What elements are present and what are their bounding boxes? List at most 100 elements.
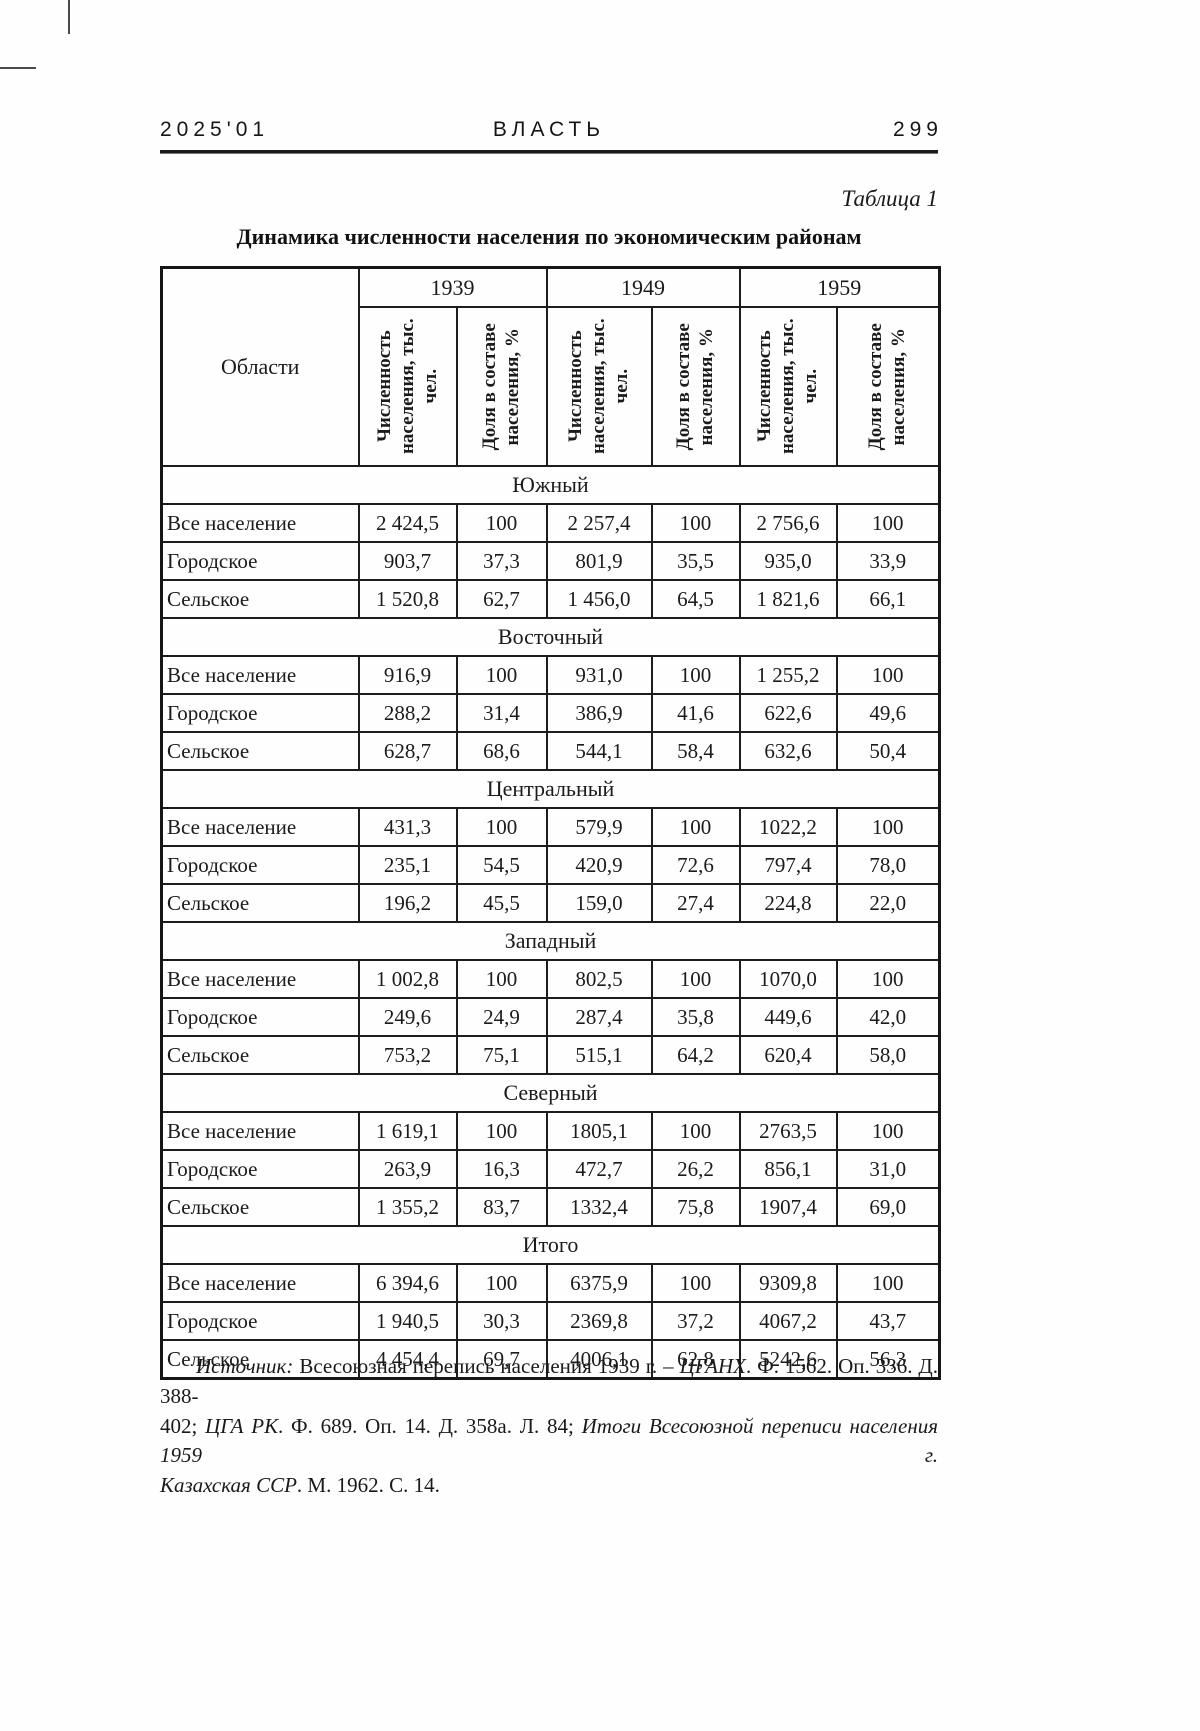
source-segment-italic: ЦГАНХ bbox=[679, 1354, 746, 1378]
cell-value: 75,1 bbox=[455, 1035, 548, 1075]
section-row: Итого bbox=[160, 1225, 941, 1265]
source-segment: . М. 1962. С. 14. bbox=[296, 1473, 440, 1498]
cell-value: 100 bbox=[650, 655, 741, 695]
subheader-population-1939: Численность населения, тыс. чел. bbox=[357, 306, 458, 467]
source-note-line: Казахская ССР. М. 1962. С. 14. bbox=[160, 1471, 938, 1501]
journal-title: ВЛАСТЬ bbox=[492, 118, 606, 141]
cell-value: 802,5 bbox=[545, 959, 653, 999]
source-segment: . Ф. 1562. Оп. 336. Д. 388- bbox=[160, 1354, 938, 1408]
cell-value: 903,7 bbox=[357, 541, 458, 581]
cell-value: 33,9 bbox=[835, 541, 941, 581]
cell-value: 66,1 bbox=[835, 579, 941, 619]
cell-value: 2 257,4 bbox=[545, 503, 653, 543]
table-caption: Таблица 1 bbox=[841, 186, 938, 211]
row-label: Сельское bbox=[160, 731, 360, 771]
cell-value: 100 bbox=[650, 503, 741, 543]
table-row: Сельское 753,2 75,1 515,1 64,2 620,4 58,0 bbox=[160, 1035, 941, 1075]
cell-value: 916,9 bbox=[357, 655, 458, 695]
cell-value: 100 bbox=[455, 1111, 548, 1151]
cell-value: 431,3 bbox=[357, 807, 458, 847]
cell-value: 62,7 bbox=[455, 579, 548, 619]
year-header-1949: 1949 bbox=[545, 266, 741, 308]
table-title: Динамика численности населения по эконом… bbox=[236, 224, 862, 249]
cell-value: 2 756,6 bbox=[738, 503, 838, 543]
row-label: Городское bbox=[160, 845, 360, 885]
cell-value: 797,4 bbox=[738, 845, 838, 885]
cell-value: 856,1 bbox=[738, 1149, 838, 1189]
cell-value: 620,4 bbox=[738, 1035, 838, 1075]
cell-value: 4006,1 bbox=[545, 1339, 653, 1380]
cell-value: 579,9 bbox=[545, 807, 653, 847]
cell-value: 2763,5 bbox=[738, 1111, 838, 1151]
table-row: Сельское 1 520,8 62,7 1 456,0 64,5 1 821,6 66,… bbox=[160, 579, 941, 619]
cell-value: 64,2 bbox=[650, 1035, 741, 1075]
source-segment-italic: Итоги Всесоюзной переписи населения 1959… bbox=[160, 1413, 938, 1468]
cell-value: 100 bbox=[835, 959, 941, 999]
source-note: Источник: Всесоюзная перепись населения … bbox=[160, 1352, 938, 1501]
cell-value: 622,6 bbox=[738, 693, 838, 733]
cell-value: 42,0 bbox=[835, 997, 941, 1037]
cell-value: 249,6 bbox=[357, 997, 458, 1037]
row-label: Сельское bbox=[160, 579, 360, 619]
cell-value: 1907,4 bbox=[738, 1187, 838, 1227]
cell-value: 935,0 bbox=[738, 541, 838, 581]
cell-value: 753,2 bbox=[357, 1035, 458, 1075]
cell-value: 69,7 bbox=[455, 1339, 548, 1380]
subheader-share-1959: Доля в составе населения, % bbox=[835, 306, 941, 467]
cell-value: 1 456,0 bbox=[545, 579, 653, 619]
table-row: Городское 1 940,5 30,3 2369,8 37,2 4067,2 43,7 bbox=[160, 1301, 941, 1341]
issue-label: 2025'01 bbox=[160, 118, 270, 141]
section-row: Северный bbox=[160, 1073, 941, 1113]
cell-value: 41,6 bbox=[650, 693, 741, 733]
source-note-line: 402; ЦГА РК. Ф. 689. Оп. 14. Д. 358а. Л.… bbox=[160, 1412, 938, 1472]
cell-value: 1 520,8 bbox=[357, 579, 458, 619]
cell-value: 544,1 bbox=[545, 731, 653, 771]
cell-value: 1 355,2 bbox=[357, 1187, 458, 1227]
region-section-header: Итого bbox=[160, 1225, 941, 1265]
cell-value: 43,7 bbox=[835, 1301, 941, 1341]
cell-value: 69,0 bbox=[835, 1187, 941, 1227]
row-label: Сельское bbox=[160, 883, 360, 923]
cell-value: 287,4 bbox=[545, 997, 653, 1037]
table-row: Городское 249,6 24,9 287,4 35,8 449,6 42,0 bbox=[160, 997, 941, 1037]
cell-value: 56,3 bbox=[835, 1339, 941, 1380]
row-label: Все население bbox=[160, 1263, 360, 1303]
cell-value: 100 bbox=[650, 959, 741, 999]
cell-value: 58,4 bbox=[650, 731, 741, 771]
cell-value: 37,2 bbox=[650, 1301, 741, 1341]
cell-value: 45,5 bbox=[455, 883, 548, 923]
row-label: Все население bbox=[160, 959, 360, 999]
section-row: Центральный bbox=[160, 769, 941, 809]
cell-value: 30,3 bbox=[455, 1301, 548, 1341]
cell-value: 100 bbox=[455, 1263, 548, 1303]
region-section-header: Южный bbox=[160, 465, 941, 505]
cell-value: 100 bbox=[455, 503, 548, 543]
cell-value: 58,0 bbox=[835, 1035, 941, 1075]
table-row: Городское 263,9 16,3 472,7 26,2 856,1 31,0 bbox=[160, 1149, 941, 1189]
cell-value: 24,9 bbox=[455, 997, 548, 1037]
table-body: Южный Все население 2 424,5 100 2 257,4 100 2 … bbox=[160, 465, 941, 1380]
cell-value: 22,0 bbox=[835, 883, 941, 923]
cell-value: 100 bbox=[835, 1263, 941, 1303]
row-label: Все население bbox=[160, 503, 360, 543]
subheader-population-1949: Численность населения, тыс. чел. bbox=[545, 306, 653, 467]
table-row: Все население 6 394,6 100 6375,9 100 9309,8 10… bbox=[160, 1263, 941, 1303]
source-segment-italic: ЦГА РК bbox=[205, 1413, 279, 1438]
table-row: Сельское 4 454,4 69,7 4006,1 62,8 5242,6 56,3 bbox=[160, 1339, 941, 1380]
cell-value: 64,5 bbox=[650, 579, 741, 619]
cell-value: 1332,4 bbox=[545, 1187, 653, 1227]
cell-value: 35,5 bbox=[650, 541, 741, 581]
subheader-share-1949: Доля в составе населения, % bbox=[650, 306, 741, 467]
cell-value: 68,6 bbox=[455, 731, 548, 771]
cell-value: 801,9 bbox=[545, 541, 653, 581]
row-label: Сельское bbox=[160, 1035, 360, 1075]
cell-value: 83,7 bbox=[455, 1187, 548, 1227]
subheader-population-1959: Численность населения, тыс. чел. bbox=[738, 306, 838, 467]
region-section-header: Восточный bbox=[160, 617, 941, 657]
source-segment-italic: Казахская ССР bbox=[160, 1473, 297, 1498]
cell-value: 5242,6 bbox=[738, 1339, 838, 1380]
region-section-header: Западный bbox=[160, 921, 941, 961]
cell-value: 449,6 bbox=[738, 997, 838, 1037]
cell-value: 100 bbox=[650, 807, 741, 847]
